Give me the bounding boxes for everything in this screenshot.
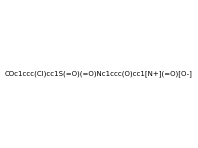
Text: COc1ccc(Cl)cc1S(=O)(=O)Nc1ccc(O)cc1[N+](=O)[O-]: COc1ccc(Cl)cc1S(=O)(=O)Nc1ccc(O)cc1[N+](… <box>5 71 193 77</box>
